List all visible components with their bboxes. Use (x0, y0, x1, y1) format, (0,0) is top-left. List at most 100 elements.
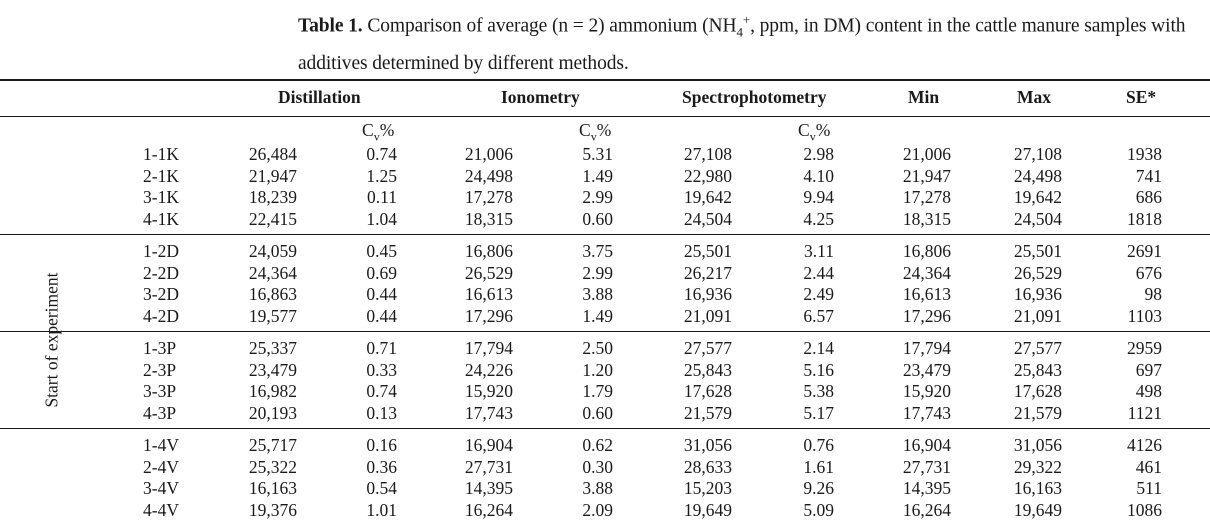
cell-distillation: 20,193 (248, 402, 297, 423)
group-divider (0, 428, 1210, 429)
cell-ionometry-cv: 2.09 (582, 499, 613, 520)
cell-ionometry: 17,296 (464, 305, 513, 326)
header-ionometry: Ionometry (501, 87, 580, 107)
cell-spectro: 21,579 (683, 402, 732, 423)
cell-spectro-cv: 6.57 (803, 305, 834, 326)
cell-sample: 1-1K (143, 144, 179, 164)
cell-distillation: 21,947 (248, 165, 297, 186)
cell-distillation: 16,863 (248, 284, 297, 304)
cell-ionometry: 16,264 (464, 499, 513, 520)
cell-spectro-cv: 1.61 (803, 456, 834, 477)
cell-spectro: 17,628 (683, 381, 732, 401)
cell-sample: 1-3P (143, 338, 177, 358)
cell-max: 27,108 (1013, 144, 1062, 164)
cell-distillation-cv: 1.01 (366, 499, 397, 520)
cell-sample: 2-1K (143, 165, 179, 186)
cell-spectro-cv: 0.76 (803, 435, 834, 455)
cell-distillation: 24,059 (248, 241, 297, 261)
group-divider (0, 331, 1210, 332)
cell-distillation: 23,479 (248, 359, 297, 380)
cell-distillation-cv: 0.44 (366, 305, 397, 326)
cell-distillation-cv: 0.36 (366, 456, 397, 477)
cell-ionometry-cv: 2.99 (582, 187, 613, 207)
cell-spectro-cv: 2.49 (803, 284, 834, 304)
cell-ionometry-cv: 0.62 (582, 435, 613, 455)
cell-se: 4126 (1127, 435, 1162, 455)
cell-sample: 3-2D (143, 284, 179, 304)
cell-ionometry-cv: 0.60 (582, 402, 613, 423)
cv-sub: v (809, 129, 816, 144)
cell-max: 16,163 (1013, 478, 1062, 498)
cell-spectro: 25,501 (683, 241, 732, 261)
cell-distillation-cv: 0.74 (366, 144, 397, 164)
cell-distillation: 22,415 (248, 208, 297, 229)
cell-ionometry-cv: 1.49 (582, 305, 613, 326)
cell-distillation: 25,717 (248, 435, 297, 455)
cell-spectro: 19,649 (683, 499, 732, 520)
cell-min: 21,947 (902, 165, 951, 186)
cell-ionometry-cv: 3.88 (582, 284, 613, 304)
cell-spectro: 28,633 (683, 456, 732, 477)
cell-min: 21,006 (902, 144, 951, 164)
header-spectrophotometry: Spectrophotometry (682, 87, 827, 107)
cell-max: 17,628 (1013, 381, 1062, 401)
cell-spectro: 24,504 (683, 208, 732, 229)
cell-spectro: 31,056 (683, 435, 732, 455)
cell-distillation: 16,163 (248, 478, 297, 498)
cell-min: 17,743 (902, 402, 951, 423)
cell-distillation-cv: 0.33 (366, 359, 397, 380)
cell-min: 23,479 (902, 359, 951, 380)
cell-spectro: 19,642 (683, 187, 732, 207)
cell-ionometry: 21,006 (464, 144, 513, 164)
cell-ionometry: 18,315 (464, 208, 513, 229)
cell-min: 15,920 (902, 381, 951, 401)
cell-se: 1818 (1127, 208, 1162, 229)
cell-distillation: 18,239 (248, 187, 297, 207)
cell-spectro-cv: 5.38 (803, 381, 834, 401)
cell-distillation: 19,376 (248, 499, 297, 520)
cell-max: 24,504 (1013, 208, 1062, 229)
cell-distillation-cv: 0.16 (366, 435, 397, 455)
cell-ionometry: 17,743 (464, 402, 513, 423)
cell-ionometry: 27,731 (464, 456, 513, 477)
cell-se: 686 (1135, 187, 1162, 207)
caption-sup: + (742, 12, 751, 27)
cell-se: 697 (1135, 359, 1162, 380)
cell-spectro-cv: 5.16 (803, 359, 834, 380)
header-min: Min (908, 87, 940, 107)
cell-ionometry: 24,498 (464, 165, 513, 186)
cell-min: 16,904 (902, 435, 951, 455)
cell-sample: 1-2D (143, 241, 179, 261)
cell-distillation-cv: 0.11 (367, 187, 397, 207)
caption-text-post: , ppm, in DM) content in the cattle manu… (298, 15, 1186, 75)
cell-sample: 3-1K (143, 187, 179, 207)
header-bottom-rule (0, 116, 1210, 117)
cell-ionometry-cv: 1.20 (582, 359, 613, 380)
cell-spectro-cv: 2.98 (803, 144, 834, 164)
caption-text-pre: Comparison of average (n = 2) ammonium (… (367, 15, 737, 37)
cell-max: 26,529 (1013, 262, 1062, 283)
cell-se: 1103 (1127, 305, 1162, 326)
cell-spectro-cv: 5.17 (803, 402, 834, 423)
cell-ionometry-cv: 1.49 (582, 165, 613, 186)
cell-se: 2959 (1127, 338, 1162, 358)
cell-spectro-cv: 4.10 (803, 165, 834, 186)
cell-ionometry-cv: 3.75 (582, 241, 613, 261)
cell-min: 17,296 (902, 305, 951, 326)
cell-max: 19,642 (1013, 187, 1062, 207)
cell-distillation: 25,337 (248, 338, 297, 358)
cell-distillation-cv: 1.25 (366, 165, 397, 186)
cell-min: 18,315 (902, 208, 951, 229)
cell-spectro: 27,108 (683, 144, 732, 164)
cv-main: C (362, 120, 374, 140)
cell-max: 25,501 (1013, 241, 1062, 261)
cell-spectro: 21,091 (683, 305, 732, 326)
cell-ionometry: 24,226 (464, 359, 513, 380)
cell-ionometry-cv: 2.99 (582, 262, 613, 283)
cell-spectro-cv: 4.25 (803, 208, 834, 229)
cell-min: 17,794 (902, 338, 951, 358)
cell-se: 741 (1135, 165, 1162, 186)
cell-se: 1086 (1127, 499, 1162, 520)
cell-ionometry: 16,613 (464, 284, 513, 304)
cell-ionometry: 14,395 (464, 478, 513, 498)
